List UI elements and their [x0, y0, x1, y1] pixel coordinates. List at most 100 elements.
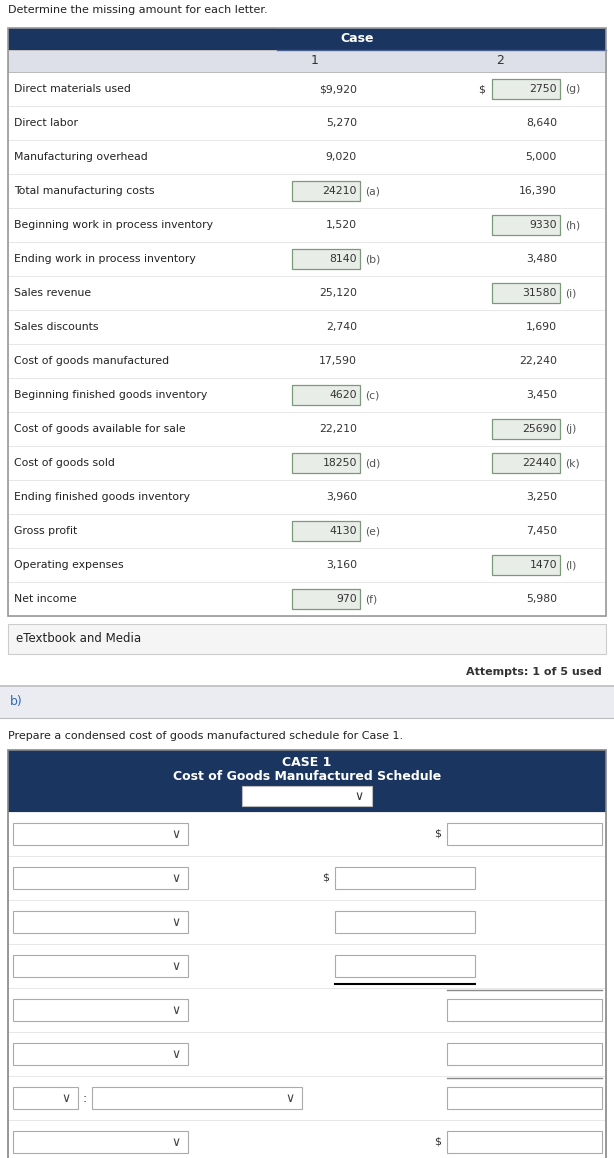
Bar [8, 28, 606, 50]
Text: $: $ [434, 829, 441, 840]
Text: 1470: 1470 [529, 560, 557, 570]
Bar [8, 276, 606, 310]
Text: Gross profit: Gross profit [14, 526, 77, 536]
Bar [292, 521, 360, 541]
Text: Prepare a condensed cost of goods manufactured schedule for Case 1.: Prepare a condensed cost of goods manufa… [8, 731, 403, 741]
Bar [292, 181, 360, 201]
Text: eTextbook and Media: eTextbook and Media [16, 632, 141, 645]
Text: (a): (a) [365, 186, 380, 196]
Text: CASE 1: CASE 1 [282, 755, 332, 769]
Bar [335, 911, 475, 933]
Text: 17,590: 17,590 [319, 356, 357, 366]
Bar [13, 955, 188, 977]
Text: 7,450: 7,450 [526, 526, 557, 536]
Bar [447, 1087, 602, 1109]
Text: ∨: ∨ [62, 1092, 71, 1105]
Text: 3,480: 3,480 [526, 254, 557, 264]
Text: 5,270: 5,270 [326, 118, 357, 129]
Text: Beginning finished goods inventory: Beginning finished goods inventory [14, 390, 208, 400]
Bar [13, 1043, 188, 1065]
Text: 3,450: 3,450 [526, 390, 557, 400]
Bar [13, 1131, 188, 1153]
Text: (k): (k) [565, 459, 580, 468]
Text: 1,690: 1,690 [526, 322, 557, 332]
Bar [8, 208, 606, 242]
Text: Total manufacturing costs: Total manufacturing costs [14, 186, 155, 196]
Text: 2750: 2750 [529, 85, 557, 94]
Bar [8, 481, 606, 514]
Bar [8, 900, 606, 944]
Bar [13, 867, 188, 889]
Text: 1: 1 [311, 54, 319, 67]
Bar [292, 384, 360, 405]
Text: Cost of goods manufactured: Cost of goods manufactured [14, 356, 169, 366]
Bar [335, 867, 475, 889]
Bar [13, 823, 188, 845]
Bar [492, 215, 560, 235]
Text: 25,120: 25,120 [319, 288, 357, 298]
Text: Case: Case [340, 32, 374, 45]
Bar [447, 1043, 602, 1065]
Text: Direct labor: Direct labor [14, 118, 78, 129]
Text: Net income: Net income [14, 594, 77, 604]
Text: $: $ [478, 85, 485, 94]
Bar [8, 242, 606, 276]
Bar [8, 446, 606, 481]
Text: Cost of goods sold: Cost of goods sold [14, 459, 115, 468]
Text: 4620: 4620 [329, 390, 357, 400]
Bar [8, 624, 606, 654]
Text: 8,640: 8,640 [526, 118, 557, 129]
Text: (l): (l) [565, 560, 577, 570]
Bar [447, 999, 602, 1021]
Bar [242, 786, 372, 806]
Text: 9330: 9330 [529, 220, 557, 230]
Text: 25690: 25690 [523, 424, 557, 434]
Text: ∨: ∨ [172, 1136, 181, 1149]
Bar [492, 419, 560, 439]
Bar [292, 453, 360, 472]
Text: ∨: ∨ [355, 790, 364, 802]
Text: Manufacturing overhead: Manufacturing overhead [14, 152, 148, 162]
Text: Attempts: 1 of 5 used: Attempts: 1 of 5 used [466, 667, 602, 677]
Text: 3,160: 3,160 [326, 560, 357, 570]
Text: 970: 970 [336, 594, 357, 604]
Text: Sales revenue: Sales revenue [14, 288, 91, 298]
Text: Cost of Goods Manufactured Schedule: Cost of Goods Manufactured Schedule [173, 770, 441, 784]
Text: (c): (c) [365, 390, 379, 400]
Bar [492, 453, 560, 472]
Text: Operating expenses: Operating expenses [14, 560, 123, 570]
Text: $9,920: $9,920 [319, 85, 357, 94]
Text: (j): (j) [565, 424, 577, 434]
Text: (g): (g) [565, 85, 580, 94]
Text: (d): (d) [365, 459, 381, 468]
Text: Determine the missing amount for each letter.: Determine the missing amount for each le… [8, 5, 268, 15]
Bar [8, 344, 606, 378]
Bar [8, 856, 606, 900]
Text: 22,210: 22,210 [319, 424, 357, 434]
Bar [492, 555, 560, 576]
Text: b): b) [10, 696, 23, 709]
Text: :: : [82, 1092, 86, 1105]
Text: 16,390: 16,390 [519, 186, 557, 196]
Bar [447, 823, 602, 845]
Bar [0, 686, 614, 718]
Text: 3,960: 3,960 [326, 492, 357, 503]
Bar [8, 812, 606, 856]
Text: ∨: ∨ [172, 828, 181, 841]
Bar [8, 107, 606, 140]
Bar [92, 1087, 302, 1109]
Text: ∨: ∨ [172, 872, 181, 885]
Bar [292, 589, 360, 609]
Bar [8, 988, 606, 1032]
Bar [8, 548, 606, 582]
Text: 24210: 24210 [322, 186, 357, 196]
Text: 31580: 31580 [523, 288, 557, 298]
Bar [8, 140, 606, 174]
Text: Ending finished goods inventory: Ending finished goods inventory [14, 492, 190, 503]
Text: ∨: ∨ [172, 960, 181, 973]
Text: 8140: 8140 [329, 254, 357, 264]
Text: Sales discounts: Sales discounts [14, 322, 98, 332]
Bar [8, 514, 606, 548]
Bar [13, 1087, 78, 1109]
Text: ∨: ∨ [172, 1048, 181, 1061]
